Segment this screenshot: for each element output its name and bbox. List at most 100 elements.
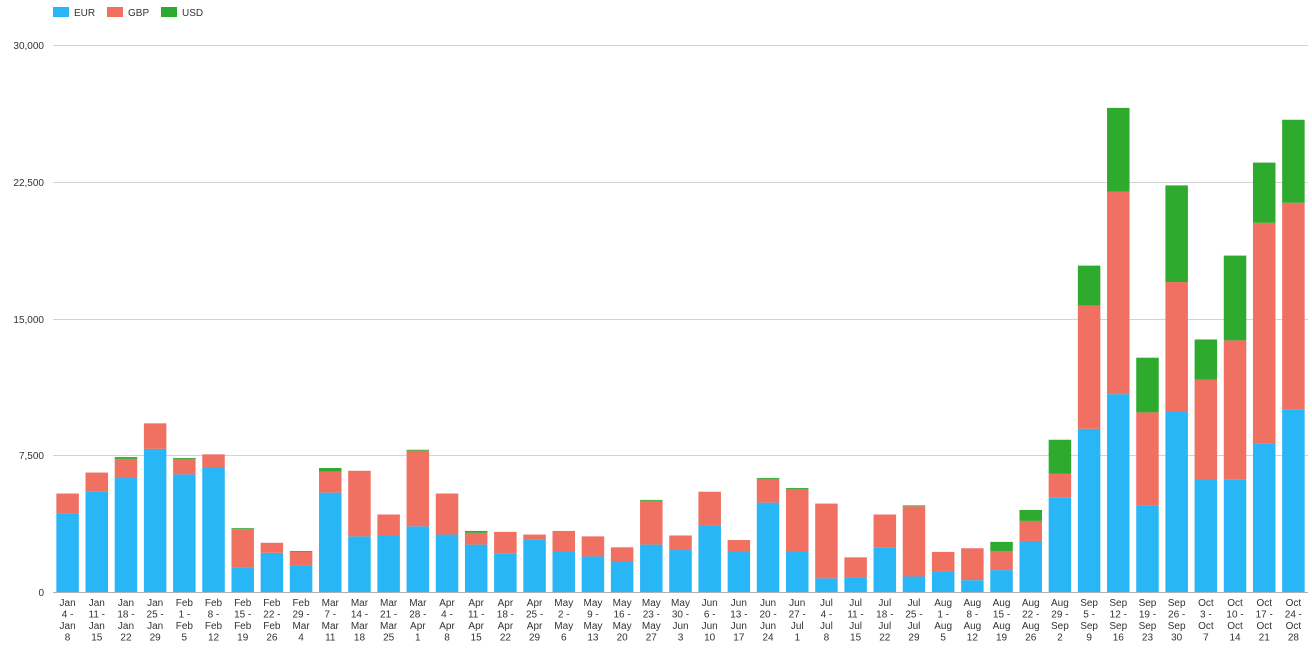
- bar-eur[interactable]: [1107, 394, 1130, 592]
- bar-gbp[interactable]: [173, 458, 196, 475]
- bar-eur[interactable]: [406, 526, 430, 592]
- bar-stack[interactable]: [85, 472, 109, 592]
- bar-gbp[interactable]: [785, 488, 809, 551]
- bar-gbp[interactable]: [231, 529, 254, 568]
- bar-stack[interactable]: [1252, 162, 1276, 592]
- bar-gbp[interactable]: [640, 500, 663, 545]
- bar-eur[interactable]: [173, 474, 196, 592]
- bar-eur[interactable]: [1136, 505, 1159, 592]
- bar-eur[interactable]: [143, 448, 167, 592]
- bar-eur[interactable]: [1019, 540, 1042, 592]
- bar-eur[interactable]: [610, 561, 634, 592]
- bar-stack[interactable]: [1048, 439, 1072, 592]
- bar-stack[interactable]: [1107, 107, 1130, 592]
- bar-stack[interactable]: [114, 457, 138, 592]
- bar-gbp[interactable]: [1136, 412, 1159, 506]
- bar-eur[interactable]: [931, 571, 955, 592]
- bar-stack[interactable]: [785, 488, 809, 592]
- bar-usd[interactable]: [464, 530, 488, 533]
- bar-eur[interactable]: [348, 536, 371, 592]
- bar-stack[interactable]: [640, 499, 663, 592]
- bar-stack[interactable]: [902, 505, 926, 592]
- bar-stack[interactable]: [260, 542, 284, 592]
- bar-gbp[interactable]: [844, 557, 867, 578]
- bar-usd[interactable]: [1136, 357, 1159, 413]
- bar-stack[interactable]: [1282, 119, 1305, 592]
- bar-usd[interactable]: [114, 457, 138, 459]
- bar-stack[interactable]: [1136, 357, 1159, 592]
- bar-gbp[interactable]: [464, 532, 488, 545]
- bar-gbp[interactable]: [961, 548, 984, 581]
- bar-gbp[interactable]: [581, 536, 605, 557]
- bar-gbp[interactable]: [319, 471, 342, 493]
- bar-stack[interactable]: [990, 541, 1013, 592]
- bar-eur[interactable]: [260, 552, 284, 592]
- bar-stack[interactable]: [406, 449, 430, 592]
- bar-gbp[interactable]: [902, 506, 926, 577]
- bar-stack[interactable]: [552, 530, 576, 592]
- bar-eur[interactable]: [494, 553, 517, 592]
- bar-usd[interactable]: [173, 457, 196, 459]
- bar-eur[interactable]: [1048, 497, 1072, 592]
- bar-usd[interactable]: [406, 449, 430, 451]
- bar-eur[interactable]: [464, 544, 488, 592]
- bar-stack[interactable]: [523, 534, 546, 592]
- bar-usd[interactable]: [289, 550, 313, 552]
- bar-eur[interactable]: [1077, 428, 1101, 592]
- bar-gbp[interactable]: [56, 493, 79, 514]
- bar-gbp[interactable]: [85, 472, 109, 492]
- bar-gbp[interactable]: [552, 530, 576, 551]
- bar-stack[interactable]: [727, 540, 751, 592]
- bar-eur[interactable]: [873, 547, 897, 592]
- bar-eur[interactable]: [56, 513, 79, 592]
- bar-usd[interactable]: [1048, 439, 1072, 474]
- bar-stack[interactable]: [610, 547, 634, 592]
- bar-stack[interactable]: [377, 514, 400, 592]
- bar-eur[interactable]: [844, 577, 867, 592]
- bar-usd[interactable]: [1282, 119, 1305, 203]
- bar-stack[interactable]: [435, 493, 459, 592]
- bar-gbp[interactable]: [815, 503, 838, 579]
- bar-gbp[interactable]: [377, 514, 400, 536]
- bar-eur[interactable]: [815, 578, 838, 592]
- bar-stack[interactable]: [319, 468, 342, 592]
- bar-stack[interactable]: [173, 457, 196, 592]
- bar-gbp[interactable]: [202, 454, 225, 469]
- bar-gbp[interactable]: [1165, 282, 1188, 412]
- bar-gbp[interactable]: [931, 551, 955, 572]
- bar-stack[interactable]: [202, 454, 225, 592]
- bar-gbp[interactable]: [1223, 340, 1247, 480]
- bar-usd[interactable]: [1165, 185, 1188, 283]
- bar-gbp[interactable]: [873, 514, 897, 548]
- bar-gbp[interactable]: [289, 551, 313, 566]
- bar-eur[interactable]: [231, 567, 254, 592]
- legend-item-eur[interactable]: EUR: [53, 7, 95, 19]
- bar-stack[interactable]: [464, 530, 488, 592]
- bar-eur[interactable]: [785, 550, 809, 592]
- bar-eur[interactable]: [552, 550, 576, 592]
- bar-gbp[interactable]: [1194, 379, 1218, 479]
- bar-eur[interactable]: [377, 535, 400, 592]
- bar-gbp[interactable]: [435, 493, 459, 535]
- bar-stack[interactable]: [231, 528, 254, 592]
- bar-stack[interactable]: [1194, 339, 1218, 592]
- bar-gbp[interactable]: [610, 547, 634, 562]
- legend-item-usd[interactable]: USD: [161, 7, 203, 19]
- bar-gbp[interactable]: [143, 423, 167, 449]
- bar-eur[interactable]: [523, 539, 546, 592]
- bar-usd[interactable]: [1077, 265, 1101, 306]
- bar-stack[interactable]: [1165, 185, 1188, 592]
- bar-gbp[interactable]: [698, 491, 721, 526]
- bar-stack[interactable]: [143, 423, 167, 592]
- bar-stack[interactable]: [931, 551, 955, 592]
- bar-stack[interactable]: [348, 470, 371, 592]
- bar-gbp[interactable]: [348, 470, 371, 537]
- bar-usd[interactable]: [990, 541, 1013, 551]
- bar-stack[interactable]: [1077, 265, 1101, 592]
- bar-usd[interactable]: [756, 478, 780, 479]
- bar-stack[interactable]: [56, 493, 79, 592]
- bar-gbp[interactable]: [114, 458, 138, 479]
- bar-eur[interactable]: [114, 478, 138, 592]
- bar-eur[interactable]: [727, 550, 751, 592]
- legend-item-gbp[interactable]: GBP: [107, 7, 149, 19]
